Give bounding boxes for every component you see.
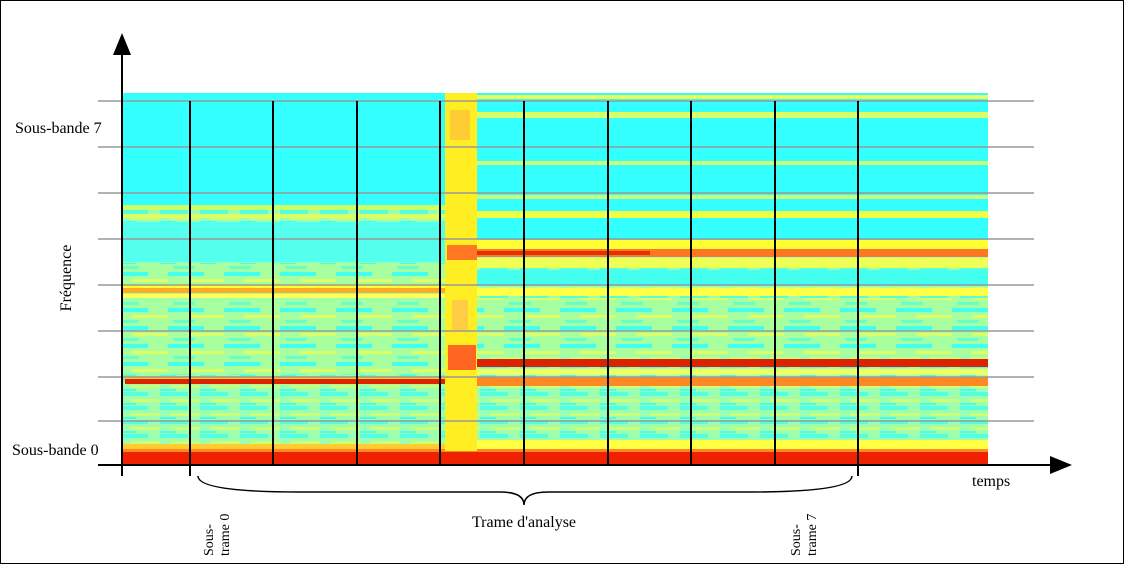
subframe-label: Sous-: [202, 524, 217, 556]
band-label: Sous-bande 7: [15, 120, 102, 137]
subframe-label: Sous-: [789, 524, 804, 556]
subframe-lines: [189, 101, 859, 476]
spectrogram: [122, 93, 988, 465]
y-axis-label: Fréquence: [58, 245, 75, 312]
frame-brace: [197, 475, 853, 506]
x-axis-label: temps: [972, 473, 1010, 490]
subframe-label: trame 0: [218, 514, 233, 556]
band-label: Sous-bande 0: [12, 442, 99, 459]
axes: [98, 33, 1072, 476]
frame-label: Trame d'analyse: [472, 514, 576, 531]
subband-lines: [98, 100, 1034, 422]
subframe-label: trame 7: [805, 514, 820, 556]
